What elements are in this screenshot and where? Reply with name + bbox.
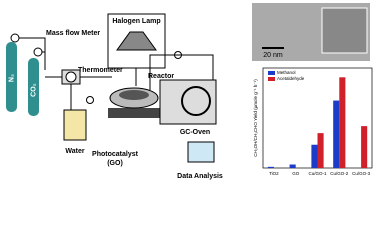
- gc-coil: [181, 86, 211, 116]
- x-tick-label: Cu/GO-3: [352, 171, 371, 176]
- bar: [289, 164, 296, 168]
- legend-swatch: [268, 77, 275, 81]
- pipe: [19, 37, 46, 70]
- mass-flow-label: Mass flow Meter: [46, 30, 100, 37]
- x-tick-label: Cu/GO-2: [330, 171, 349, 176]
- lamp-label: Halogen Lamp: [112, 18, 160, 25]
- data-analysis-label: Data Analysis: [177, 173, 223, 180]
- pipe: [45, 76, 112, 110]
- thermometer-label: Thermometer: [78, 67, 123, 74]
- x-tick-label: GO: [292, 171, 300, 176]
- tem-inset: [321, 7, 368, 54]
- figure: N₂ CO₂ Mass flow Meter Thermometer Water…: [6, 3, 373, 180]
- scale-label: 20 nm: [263, 52, 283, 59]
- gc-oven: [159, 79, 217, 125]
- chart: CH₃OH/CH₃CHO Yield (μmole g⁻¹ h⁻¹) TiO2 GO…: [253, 67, 373, 176]
- bar: [361, 126, 368, 168]
- water-label: Water: [65, 148, 84, 155]
- legend-label: Acetaldehyde: [277, 76, 305, 81]
- valve: [86, 96, 94, 104]
- computer: [187, 141, 215, 163]
- bar: [317, 133, 324, 168]
- mixer-valve: [65, 71, 77, 83]
- co2-label: CO₂: [30, 83, 37, 97]
- lamp: [116, 31, 157, 51]
- gauge: [33, 47, 43, 57]
- n2-label: N₂: [8, 74, 15, 82]
- x-tick-label: TiO2: [269, 171, 279, 176]
- bar: [311, 144, 318, 168]
- y-axis-label: CH₃OH/CH₃CHO Yield (μmole g⁻¹ h⁻¹): [253, 79, 258, 157]
- pipe: [149, 54, 214, 90]
- bar: [339, 77, 346, 168]
- n2-cylinder: [6, 42, 17, 112]
- stirrer-plate: [108, 108, 160, 118]
- reactor-catalyst: [119, 90, 149, 100]
- water-beaker: [63, 109, 87, 141]
- photocatalyst-label: Photocatalyst: [92, 151, 139, 158]
- co2-cylinder: [28, 58, 39, 116]
- bar: [333, 100, 340, 168]
- gauge: [10, 33, 20, 43]
- bar: [267, 166, 274, 168]
- photocatalyst-sub: (GO): [107, 160, 123, 167]
- legend-label: Methanol: [277, 70, 296, 75]
- legend-swatch: [268, 71, 275, 75]
- gc-label: GC-Oven: [180, 129, 210, 136]
- x-tick-label: Cu/GO-1: [308, 171, 327, 176]
- reactor-label: Reactor: [148, 73, 174, 80]
